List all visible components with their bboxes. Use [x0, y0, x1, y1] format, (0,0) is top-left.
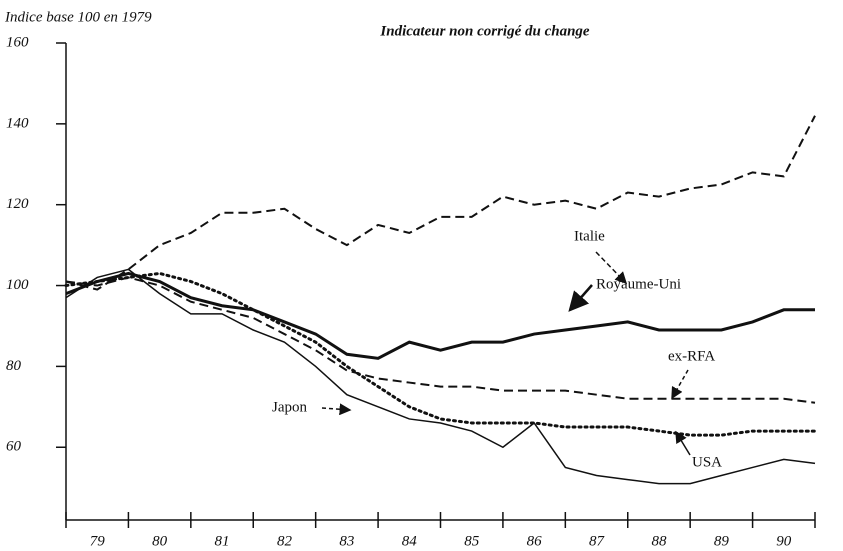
- x-tick-label: 80: [152, 533, 168, 549]
- x-tick-label: 86: [527, 533, 543, 549]
- x-tick-label: 85: [464, 533, 480, 549]
- series-line: [65, 276, 816, 404]
- series-line: [64, 271, 817, 437]
- x-tick-label: 84: [402, 533, 418, 549]
- chart-title: Indicateur non corrigé du change: [379, 23, 590, 39]
- annotation-arrow: [595, 251, 628, 285]
- y-tick-label: 120: [6, 196, 29, 212]
- y-tick-label: 140: [6, 115, 29, 131]
- series-line: [65, 115, 816, 291]
- annotation: Japon: [272, 399, 307, 415]
- x-tick-label: 83: [339, 533, 354, 549]
- y-tick-label: 160: [6, 34, 29, 50]
- annotation-arrow: [671, 369, 689, 400]
- x-tick-label: 89: [714, 533, 730, 549]
- annotation: Italie: [574, 228, 605, 244]
- y-tick-label: 100: [6, 277, 29, 293]
- annotation-arrow: [568, 284, 593, 312]
- x-tick-label: 88: [651, 533, 667, 549]
- series-line: [65, 271, 815, 360]
- y-axis-label: Indice base 100 en 1979: [4, 9, 152, 25]
- annotation: Royaume-Uni: [596, 276, 681, 292]
- x-tick-label: 81: [215, 533, 230, 549]
- y-tick-label: 80: [6, 358, 22, 374]
- annotation: ex-RFA: [668, 348, 715, 364]
- x-tick-label: 82: [277, 533, 293, 549]
- series-line: [65, 268, 816, 485]
- annotation-arrow: [675, 430, 691, 456]
- annotation: USA: [692, 454, 722, 470]
- x-tick-label: 87: [589, 533, 606, 549]
- y-tick-label: 60: [6, 439, 22, 455]
- x-tick-label: 90: [776, 533, 792, 549]
- annotation-arrow: [321, 403, 352, 416]
- x-tick-label: 79: [90, 533, 106, 549]
